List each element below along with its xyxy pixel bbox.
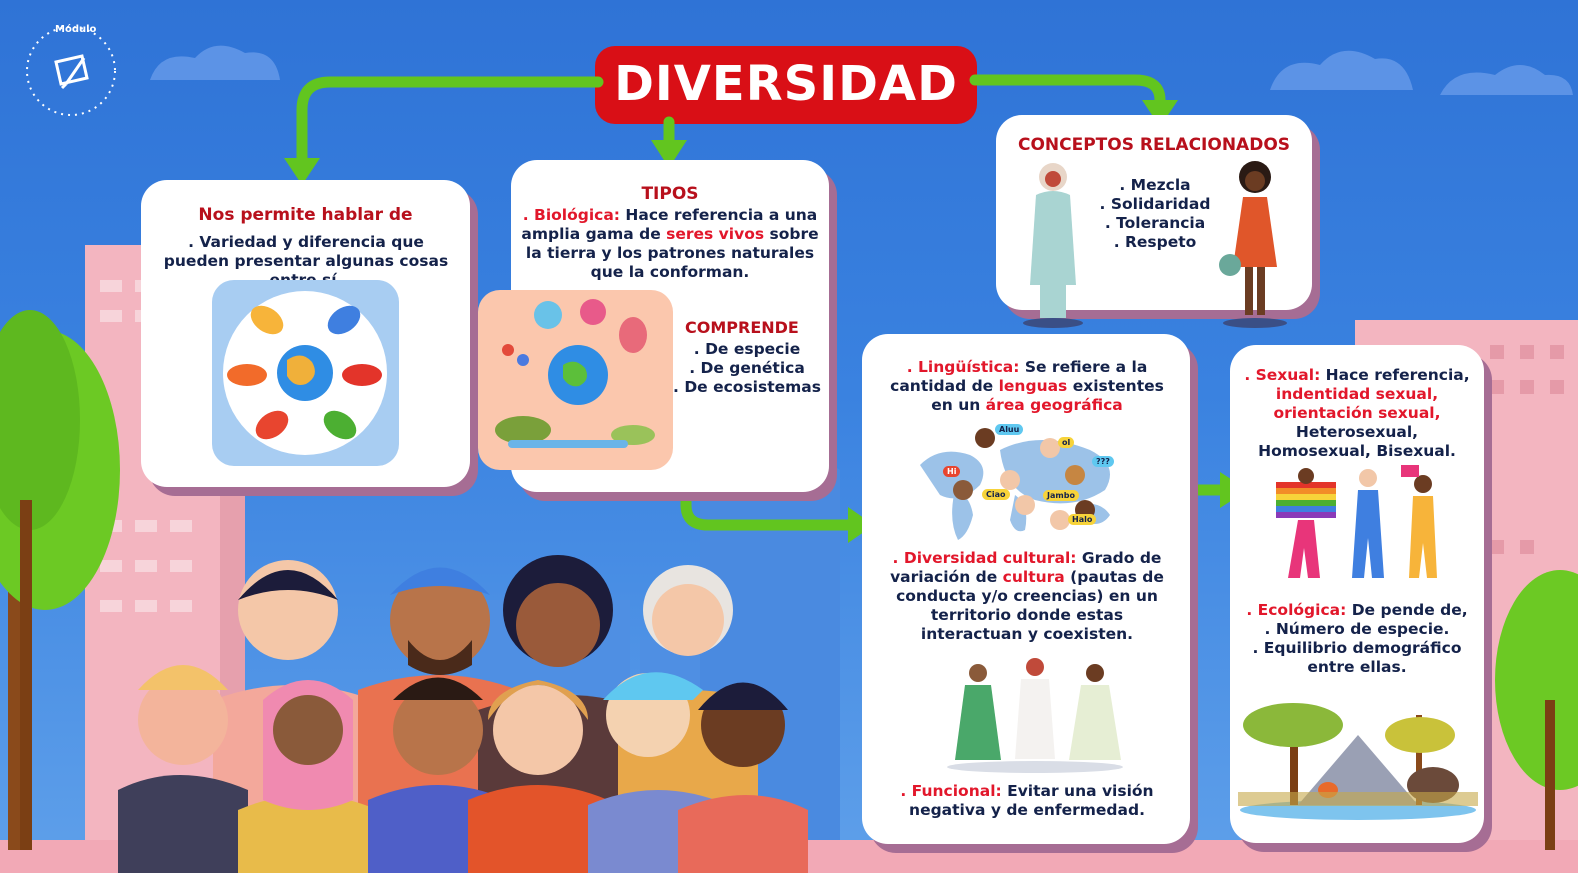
sexual-hl1: indentidad sexual, — [1275, 385, 1439, 403]
cultural-text: . Diversidad cultural: Grado de variació… — [880, 549, 1174, 644]
linguistica-hl2: área geográfica — [985, 396, 1123, 414]
card1-text: . Variedad y diferencia que pueden prese… — [163, 233, 449, 289]
funcional-label: . Funcional: — [900, 782, 1002, 800]
title-box — [595, 46, 977, 124]
ecologica-item-1: . Equilibrio demográfico entre ellas. — [1252, 639, 1462, 676]
sexual-text: . Sexual: Hace referencia, indentidad se… — [1238, 366, 1476, 461]
ecologica-item-0: . Número de especie. — [1264, 620, 1450, 638]
cultural-highlight: cultura — [1002, 568, 1065, 586]
linguistica-label: . Lingüística: — [906, 358, 1020, 376]
sexual-t1: Hace referencia, — [1320, 366, 1470, 384]
linguistica-t1: Se refiere a la cantidad de — [890, 358, 1148, 395]
biologica-t1: Hace referencia a una amplia gama de — [521, 206, 818, 243]
conceptos-heading: CONCEPTOS RELACIONADOS — [1017, 135, 1291, 155]
bubble-aluu: Aluu — [995, 424, 1024, 435]
ecologica-t1: De pende de, — [1346, 601, 1468, 619]
biologica-text: . Biológica: Hace referencia a una ampli… — [520, 206, 820, 282]
cultural-t2: (pautas de conducta y/o creencias) en un… — [896, 568, 1164, 643]
linguistica-t2: existentes en un — [931, 377, 1164, 414]
biologica-t2: sobre la tierra y los patrones naturales… — [525, 225, 819, 281]
funcional-t1: Evitar una visión negativa y de enfermed… — [909, 782, 1154, 819]
bubble-other: ??? — [1092, 456, 1114, 467]
world-languages-map — [920, 428, 1110, 540]
sexual-label: . Sexual: — [1244, 366, 1321, 384]
comprende-heading: COMPRENDE — [685, 318, 799, 337]
logo-text: Módulo — [55, 24, 97, 35]
diverse-people-crowd — [118, 555, 808, 873]
rainbow-flag-icon — [1276, 482, 1336, 518]
biologica-label: . Biológica: — [522, 206, 620, 224]
pencil-book-icon — [26, 26, 116, 116]
bubble-ol: ol — [1058, 437, 1075, 448]
page-title: DIVERSIDAD — [614, 56, 958, 112]
ecosystem-illustration — [1238, 703, 1478, 820]
bubble-jambo: Jambo — [1043, 490, 1079, 501]
conceptos-item-1: . Solidaridad — [1099, 195, 1211, 213]
biologica-highlight: seres vivos — [666, 225, 765, 243]
comprende-item-1: . De genética — [689, 359, 805, 377]
sexual-t2: Heterosexual, Homosexual, Bisexual. — [1258, 423, 1456, 460]
face-icons — [953, 428, 1095, 530]
biodiversity-illustration — [478, 290, 673, 470]
hand-icons — [227, 305, 382, 440]
bubble-hi: Hi — [943, 466, 961, 477]
woman-hijab-illustration — [1023, 163, 1083, 328]
funcional-text: . Funcional: Evitar una visión negativa … — [880, 782, 1174, 820]
cultural-t1: Grado de variación de — [890, 549, 1162, 586]
linguistica-hl1: lenguas — [998, 377, 1068, 395]
cultural-label: . Diversidad cultural: — [892, 549, 1077, 567]
comprende-item-0: . De especie — [693, 340, 801, 358]
hands-globe-illustration — [212, 280, 399, 466]
linguistica-text: . Lingüística: Se refiere a la cantidad … — [880, 358, 1174, 415]
ecologica-text: . Ecológica: De pende de, — [1238, 601, 1476, 620]
woman-dress-illustration — [1219, 161, 1287, 328]
lgbt-people-illustration — [1276, 465, 1437, 578]
tipos-heading: TIPOS — [641, 184, 699, 204]
conceptos-item-0: . Mezcla — [1119, 176, 1191, 194]
modulo-logo: Módulo — [22, 22, 120, 120]
comprende-item-2: . De ecosistemas — [673, 378, 821, 396]
sexual-hl2: orientación sexual, — [1273, 404, 1441, 422]
ecologica-label: . Ecológica: — [1246, 601, 1347, 619]
cultural-people-illustration — [947, 658, 1123, 773]
bubble-halo: Halo — [1068, 514, 1097, 525]
conceptos-item-2: . Tolerancia — [1104, 214, 1206, 232]
card1-heading: Nos permite hablar de — [198, 205, 413, 225]
conceptos-item-3: . Respeto — [1113, 233, 1197, 251]
bubble-ciao: Ciao — [982, 489, 1010, 500]
